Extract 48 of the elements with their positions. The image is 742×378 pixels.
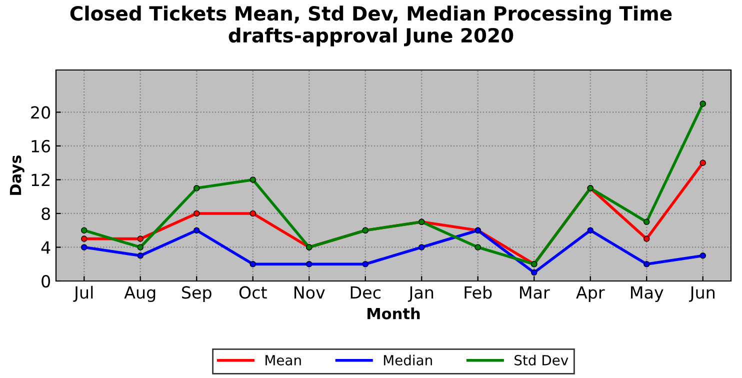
legend-label: Median (384, 354, 432, 366)
point (80, 236, 88, 242)
y-tick-label: 12 (32, 174, 50, 186)
point (193, 185, 200, 192)
point (137, 236, 144, 242)
chart-title: Closed Tickets Mean, Std Dev, Median Processing Time drafts-approval June 2020 (70, 6, 672, 46)
point (643, 236, 650, 242)
point (643, 260, 650, 268)
x-tick-label: Nov (294, 286, 325, 299)
x-tick-label: Jul (73, 286, 93, 302)
x-axis-title: Month (368, 308, 420, 320)
x-tick-label: May (631, 286, 664, 302)
point (700, 160, 706, 166)
point (306, 260, 312, 268)
y-tick-label: 20 (31, 106, 50, 119)
x-tick-label: Mar (520, 286, 550, 299)
point (137, 252, 144, 259)
x-tick-label: Aug (124, 286, 156, 302)
x-tick-label: Dec (350, 286, 380, 299)
point (362, 260, 369, 268)
point (250, 176, 256, 183)
y-axis-title: Days (10, 155, 24, 195)
x-tick-label: Feb (464, 286, 492, 299)
y-tick-label: 4 (41, 241, 50, 254)
point (587, 227, 594, 234)
point (418, 244, 425, 250)
point (700, 100, 706, 107)
point (250, 260, 256, 268)
y-tick-label: 16 (32, 140, 50, 153)
point (80, 227, 88, 234)
legend-label: Mean (266, 355, 301, 366)
point (193, 210, 200, 217)
x-tick-label: Jan (408, 286, 434, 302)
point (474, 244, 482, 250)
y-tick-label: 8 (42, 207, 50, 220)
point (137, 244, 144, 250)
point (250, 210, 256, 217)
point (643, 218, 650, 226)
point (80, 244, 88, 250)
y-tick-label: 0 (42, 274, 50, 288)
point (700, 252, 706, 259)
point (193, 227, 200, 234)
point (530, 269, 538, 276)
x-tick-label: Jun (688, 286, 714, 302)
x-tick-label: Oct (239, 286, 267, 299)
x-tick-label: Sep (182, 286, 212, 302)
legend-label: Std Dev (514, 354, 568, 366)
x-tick-label: Apr (576, 286, 605, 302)
